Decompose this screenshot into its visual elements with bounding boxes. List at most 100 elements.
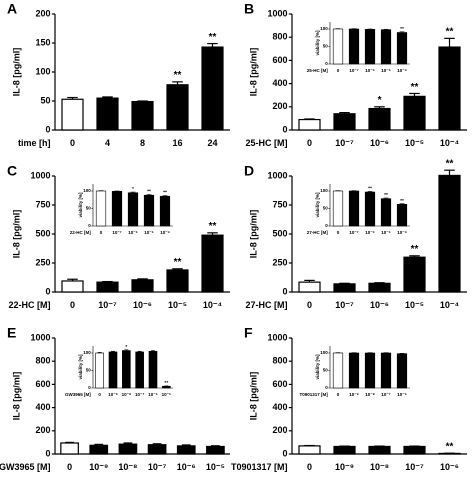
significance: ** bbox=[400, 26, 404, 32]
x-tick-label: 10⁻⁵ bbox=[144, 230, 154, 235]
x-tick-label: 0 bbox=[70, 300, 75, 310]
bar bbox=[298, 445, 321, 455]
y-tick-label: 150 bbox=[35, 37, 50, 47]
y-tick-label: 100 bbox=[320, 350, 328, 355]
x-tick-label: 10⁻⁹ bbox=[349, 392, 359, 397]
y-tick-label: 750 bbox=[35, 199, 50, 209]
y-tick-label: 0 bbox=[88, 385, 91, 390]
x-tick-label: 10⁻⁴ bbox=[440, 138, 459, 148]
y-axis-label: IL-8 [pg/ml] bbox=[248, 48, 258, 97]
y-axis-label: IL-8 [pg/ml] bbox=[11, 48, 21, 97]
x-tick-label: 10⁻⁷ bbox=[112, 230, 121, 235]
plot-background bbox=[93, 346, 173, 388]
panel-label: C bbox=[7, 163, 17, 179]
bar bbox=[396, 204, 408, 227]
bar bbox=[61, 280, 84, 293]
y-tick-label: 1000 bbox=[267, 170, 287, 180]
x-tick-label: 10⁻⁶ bbox=[370, 300, 389, 310]
x-tick-label: 10⁻⁵ bbox=[405, 300, 424, 310]
x-tick-label: 10⁻⁶ bbox=[370, 138, 389, 148]
x-tick-label: 10⁻⁴ bbox=[397, 68, 407, 73]
x-tick-label: 0 bbox=[98, 392, 101, 397]
y-tick-label: 0 bbox=[325, 223, 328, 228]
bar bbox=[176, 445, 196, 455]
bar bbox=[364, 29, 376, 65]
bar bbox=[96, 97, 119, 131]
panel-label: F bbox=[244, 325, 253, 341]
bar bbox=[332, 352, 344, 389]
x-axis-label: 22-HC [M] bbox=[9, 300, 51, 310]
y-tick-label: 100 bbox=[320, 26, 328, 31]
y-tick-label: 1000 bbox=[30, 170, 50, 180]
significance: ** bbox=[400, 198, 404, 204]
y-tick-label: 250 bbox=[272, 257, 287, 267]
significance: ** bbox=[411, 82, 419, 93]
bar bbox=[131, 100, 154, 131]
y-tick-label: 1000 bbox=[30, 332, 50, 342]
y-tick-label: 100 bbox=[83, 350, 91, 355]
x-tick-label: 10⁻⁷ bbox=[335, 138, 354, 148]
y-axis-label: IL-8 [pg/ml] bbox=[11, 372, 21, 421]
significance: ** bbox=[174, 70, 182, 81]
panel-label: B bbox=[244, 1, 254, 17]
significance: ** bbox=[209, 221, 217, 232]
x-tick-label: 0 bbox=[100, 230, 103, 235]
bar bbox=[147, 444, 167, 455]
y-tick-label: 600 bbox=[272, 379, 287, 389]
x-axis-label: GW3965 [M] bbox=[65, 392, 91, 397]
y-tick-label: 1000 bbox=[267, 8, 287, 18]
significance: ** bbox=[174, 257, 182, 268]
y-tick-label: 100 bbox=[35, 66, 50, 76]
bar bbox=[127, 192, 139, 227]
y-tick-label: 50 bbox=[323, 368, 329, 373]
x-tick-label: 0 bbox=[67, 462, 72, 472]
x-tick-label: 10⁻⁷ bbox=[405, 462, 424, 472]
bar bbox=[201, 234, 224, 293]
y-tick-label: 0 bbox=[282, 286, 287, 296]
bar bbox=[201, 46, 224, 131]
x-axis-label: GW3965 [M] bbox=[0, 462, 51, 472]
bar bbox=[89, 444, 109, 455]
bar bbox=[166, 269, 189, 293]
x-tick-label: 10⁻⁷ bbox=[349, 68, 358, 73]
y-tick-label: 500 bbox=[272, 228, 287, 238]
significance: ** bbox=[384, 192, 388, 198]
bar bbox=[403, 445, 426, 455]
bar bbox=[148, 350, 158, 389]
bar bbox=[368, 445, 391, 455]
x-tick-label: 10⁻⁵ bbox=[206, 462, 225, 472]
x-tick-label: 10⁻⁶ bbox=[128, 230, 137, 235]
x-tick-label: 10⁻⁸ bbox=[122, 392, 132, 397]
panel-label: D bbox=[244, 163, 254, 179]
y-tick-label: 200 bbox=[272, 425, 287, 435]
bar bbox=[332, 190, 344, 227]
significance: ** bbox=[147, 189, 151, 195]
bar bbox=[118, 443, 138, 455]
x-tick-label: 10⁻⁴ bbox=[397, 230, 407, 235]
bar bbox=[332, 28, 344, 65]
bar bbox=[206, 445, 225, 455]
x-tick-label: 0 bbox=[337, 392, 340, 397]
x-axis-label: T0901317 [M] bbox=[299, 392, 328, 397]
bar bbox=[380, 29, 392, 65]
x-axis-label: time [h] bbox=[18, 138, 51, 148]
x-tick-label: 10⁻⁵ bbox=[381, 230, 391, 235]
bar bbox=[298, 118, 321, 131]
x-tick-label: 0 bbox=[307, 300, 312, 310]
x-axis-label: 22-HC [M] bbox=[70, 230, 92, 235]
significance: ** bbox=[446, 159, 454, 170]
bar bbox=[380, 352, 392, 389]
bar bbox=[298, 281, 321, 293]
x-tick-label: 10⁻⁸ bbox=[118, 462, 137, 472]
x-tick-label: 10⁻⁹ bbox=[108, 392, 118, 397]
x-tick-label: 0 bbox=[307, 138, 312, 148]
x-tick-label: 10⁻⁶ bbox=[177, 462, 196, 472]
panel-label: A bbox=[7, 1, 17, 17]
x-axis-label: T0901317 [M] bbox=[231, 462, 288, 472]
x-tick-label: 0 bbox=[307, 462, 312, 472]
x-tick-label: 10⁻⁷ bbox=[381, 392, 390, 397]
y-tick-label: 800 bbox=[272, 356, 287, 366]
x-tick-label: 0 bbox=[70, 138, 75, 148]
y-tick-label: 200 bbox=[35, 8, 50, 18]
y-tick-label: 400 bbox=[272, 402, 287, 412]
